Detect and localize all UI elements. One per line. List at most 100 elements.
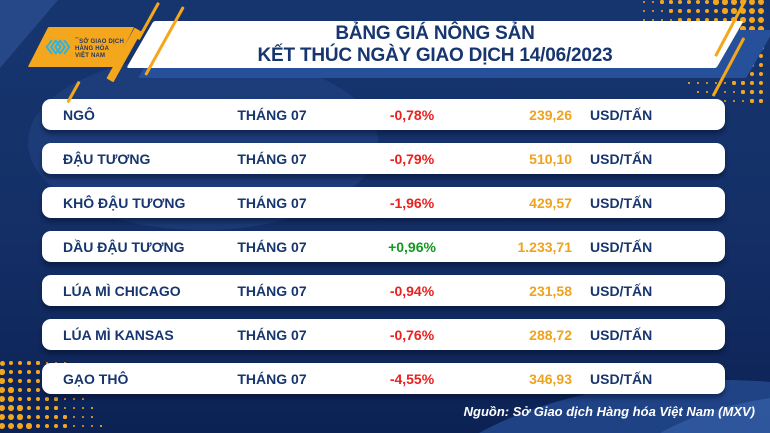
- dot: [750, 72, 754, 76]
- dot: [26, 405, 32, 411]
- dot: [713, 8, 719, 14]
- price-value: 510,10: [529, 150, 572, 167]
- dot: [26, 423, 32, 429]
- title-line-1: BẢNG GIÁ NÔNG SẢN: [335, 23, 535, 44]
- price-value: 346,93: [529, 370, 572, 387]
- price-unit: USD/TẤN: [590, 238, 653, 255]
- dot: [17, 360, 23, 366]
- change-percent: -0,79%: [389, 150, 435, 167]
- logo-text: ™SỞ GIAO DỊCH HÀNG HÓA VIỆT NAM: [74, 35, 124, 59]
- dot: [741, 81, 745, 85]
- dot: [704, 8, 710, 14]
- dot: [732, 90, 736, 94]
- dot: [723, 81, 727, 85]
- commodity-name: DẦU ĐẬU TƯƠNG: [63, 238, 185, 255]
- dot: [17, 414, 23, 420]
- dot: [669, 9, 673, 13]
- change-percent: -0,78%: [389, 106, 435, 123]
- dot: [759, 99, 763, 103]
- commodity-name: ĐẬU TƯƠNG: [63, 150, 151, 167]
- table-row: LÚA MÌ CHICAGO THÁNG 07 -0,94% 231,58 USD/TẤ…: [42, 275, 725, 306]
- dot: [749, 17, 755, 23]
- dot: [741, 90, 745, 94]
- dot: [0, 360, 5, 366]
- dot: [17, 396, 23, 402]
- dot: [8, 387, 14, 393]
- dot: [63, 424, 67, 428]
- dot: [17, 369, 23, 375]
- dot: [687, 9, 691, 13]
- contract-month: THÁNG 07: [237, 106, 307, 123]
- dot: [8, 396, 14, 402]
- table-row: NGÔ THÁNG 07 -0,78% 239,26 USD/TẤN: [42, 99, 725, 130]
- dot: [63, 415, 67, 419]
- price-value: 231,58: [529, 282, 572, 299]
- dot: [759, 81, 763, 85]
- dot: [686, 0, 692, 5]
- dot: [26, 387, 32, 393]
- price-unit: USD/TẤN: [590, 326, 653, 343]
- price-unit: USD/TẤN: [590, 194, 653, 211]
- dot: [26, 414, 32, 420]
- dot: [741, 99, 745, 103]
- dot: [722, 0, 728, 5]
- dot: [758, 62, 764, 68]
- dot: [17, 378, 23, 384]
- dot: [8, 378, 14, 384]
- commodity-name: NGÔ: [63, 106, 95, 123]
- dot: [722, 8, 728, 14]
- dot: [651, 0, 655, 4]
- dot: [695, 8, 701, 14]
- dot: [669, 0, 673, 4]
- dot: [35, 396, 41, 402]
- dot: [54, 424, 58, 428]
- dot: [0, 369, 5, 375]
- dot: [36, 388, 40, 392]
- dot: [732, 99, 736, 103]
- dot: [100, 425, 102, 427]
- dot: [35, 414, 41, 420]
- price-unit: USD/TẤN: [590, 150, 653, 167]
- dot: [757, 16, 764, 23]
- dot: [750, 99, 754, 103]
- change-percent: -0,76%: [389, 326, 435, 343]
- commodity-name: GẠO THÔ: [63, 370, 129, 387]
- dot: [27, 370, 31, 374]
- dot: [0, 396, 5, 402]
- change-percent: +0,96%: [388, 238, 436, 255]
- change-percent: -1,96%: [389, 194, 435, 211]
- price-unit: USD/TẤN: [590, 106, 653, 123]
- change-percent: -4,55%: [389, 370, 435, 387]
- title-line-2: KẾT THÚC NGÀY GIAO DỊCH 14/06/2023: [257, 44, 613, 66]
- dot: [8, 360, 14, 366]
- commodity-name: KHÔ ĐẬU TƯƠNG: [63, 194, 186, 211]
- dot: [91, 416, 93, 418]
- contract-month: THÁNG 07: [237, 326, 307, 343]
- price-table: NGÔ THÁNG 07 -0,78% 239,26 USD/TẤN ĐẬU TƯƠNG T…: [42, 99, 725, 407]
- dot: [36, 379, 40, 383]
- dot: [660, 9, 664, 13]
- dot: [0, 378, 5, 384]
- commodity-name: LÚA MÌ KANSAS: [63, 326, 174, 343]
- mxv-chevrons-icon: [45, 39, 71, 55]
- contract-month: THÁNG 07: [237, 194, 307, 211]
- dot: [17, 387, 23, 393]
- dot: [748, 0, 756, 6]
- dot: [759, 90, 763, 94]
- dot: [704, 0, 710, 5]
- dot: [81, 424, 85, 428]
- dot: [26, 378, 32, 384]
- dot: [695, 0, 701, 5]
- price-value: 288,72: [529, 326, 572, 343]
- dot: [0, 387, 5, 393]
- dot: [7, 422, 15, 430]
- dot: [723, 90, 727, 94]
- source-credit: Nguồn: Sở Giao dịch Hàng hóa Việt Nam (M…: [463, 404, 755, 419]
- dot: [91, 425, 93, 427]
- dot: [0, 404, 6, 412]
- dot: [8, 405, 14, 411]
- contract-month: THÁNG 07: [237, 150, 307, 167]
- contract-month: THÁNG 07: [237, 238, 307, 255]
- dot: [72, 415, 76, 419]
- dot: [688, 82, 690, 84]
